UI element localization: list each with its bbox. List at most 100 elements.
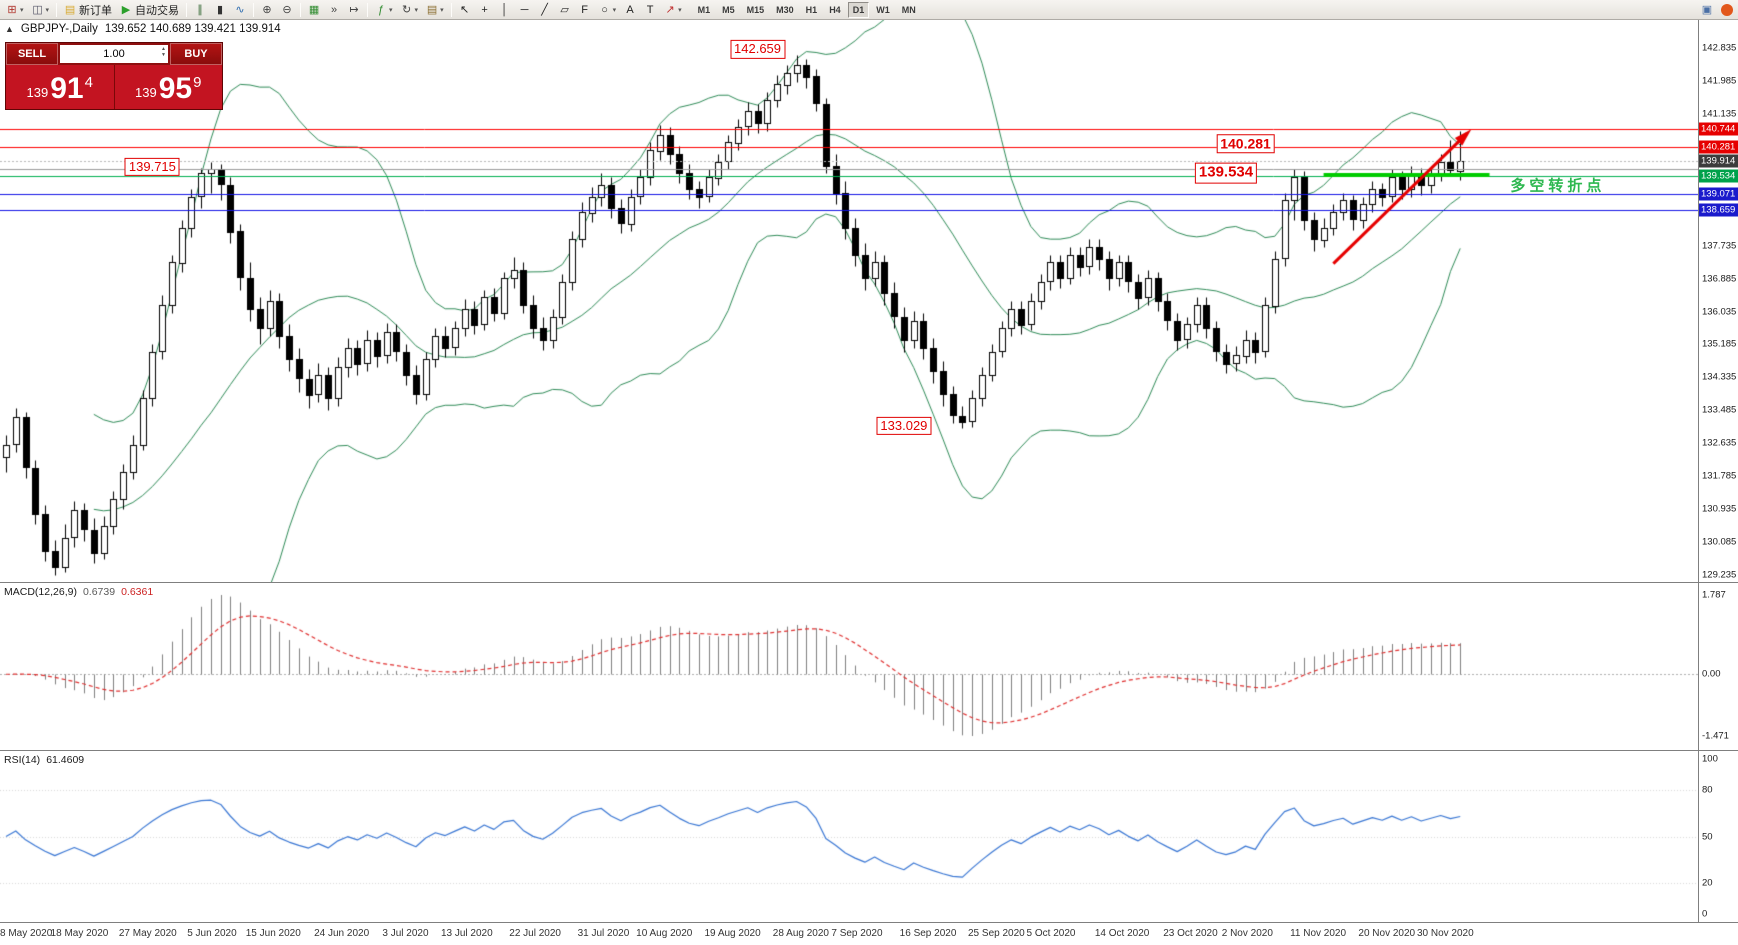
volume-value: 1.00 (103, 48, 125, 60)
sell-button[interactable]: SELL (6, 43, 58, 65)
timeframe-m1-button[interactable]: M1 (693, 2, 716, 18)
date-label: 30 Nov 2020 (1416, 928, 1474, 939)
price-divider (113, 65, 115, 109)
macd-canvas[interactable] (0, 583, 1698, 750)
rsi-axis-tick: 80 (1702, 784, 1713, 796)
notification-badge-icon[interactable] (1721, 3, 1733, 16)
sell-pipette: 4 (84, 74, 93, 91)
buy-button[interactable]: BUY (170, 43, 222, 65)
rsi-axis-tick: 100 (1702, 753, 1718, 765)
trendline-icon: ╱ (541, 3, 548, 16)
date-label: 5 Jun 2020 (187, 928, 237, 939)
high-price-label[interactable]: 142.659 (730, 40, 786, 59)
time-axis[interactable]: 8 May 2020 18 May 2020 27 May 2020 5 Jun 20… (0, 923, 1738, 945)
macd-axis-min: -1.471 (1702, 730, 1729, 742)
date-label: 14 Oct 2020 (1094, 928, 1150, 939)
candlestick-chart-button[interactable]: ▮ (211, 1, 229, 19)
horizontal-line-button[interactable]: ─ (516, 1, 534, 19)
toolbar-separator (56, 2, 58, 17)
panel-separator[interactable] (0, 750, 1738, 751)
timeframe-m5-button[interactable]: M5 (717, 2, 740, 18)
templates-button[interactable]: ▤ ▾ (423, 1, 447, 19)
timeframe-m30-button[interactable]: M30 (771, 2, 799, 18)
date-label: 13 Jul 2020 (440, 928, 493, 939)
channel-button[interactable]: ▱ (556, 1, 574, 19)
arrows-button[interactable]: ↗ ▾ (661, 1, 685, 19)
chart-shift-button[interactable]: ↦ (345, 1, 363, 19)
panel-separator[interactable] (0, 922, 1738, 923)
low-price-label[interactable]: 133.029 (876, 416, 932, 436)
crosshair-button[interactable]: + (476, 1, 494, 19)
crosshair-icon: + (481, 3, 488, 16)
tile-windows-button[interactable]: ▦ (305, 1, 323, 19)
rsi-axis[interactable]: 100 80 50 20 0 (1698, 751, 1738, 922)
dropdown-caret-icon: ▾ (20, 6, 24, 14)
volume-stepper[interactable]: ▲ ▼ (161, 46, 166, 58)
profiles-button[interactable]: ◫ ▾ (29, 1, 53, 19)
docking-icon: ▣ (1701, 3, 1713, 16)
timeframe-mn-button[interactable]: MN (897, 2, 921, 18)
date-label: 18 May 2020 (50, 928, 109, 939)
toolbar-right-group: ▣ (1697, 1, 1736, 19)
auto-scroll-button[interactable]: » (325, 1, 343, 19)
docking-button[interactable]: ▣ (1698, 1, 1716, 19)
macd-label: MACD(12,26,9) 0.6739 0.6361 (4, 586, 153, 598)
resistance-price-label[interactable]: 140.281 (1216, 134, 1275, 154)
macd-axis[interactable]: 1.787 0.00 -1.471 (1698, 583, 1738, 750)
rsi-axis-tick: 0 (1702, 908, 1708, 920)
support-price-label[interactable]: 139.534 (1194, 162, 1258, 184)
price-tick: 142.835 (1702, 42, 1737, 54)
text-button[interactable]: A (621, 1, 639, 19)
sell-big-figure: 139 (26, 85, 49, 100)
date-label: 20 Nov 2020 (1358, 928, 1416, 939)
indicators-button[interactable]: ƒ ▾ (372, 1, 396, 19)
line-chart-icon: ∿ (235, 3, 245, 16)
timeframe-h4-button[interactable]: H4 (824, 2, 846, 18)
bar-chart-icon: ∥ (197, 3, 203, 16)
vertical-line-button[interactable]: │ (496, 1, 514, 19)
macd-axis-zero: 0.00 (1702, 668, 1721, 680)
fibonacci-button[interactable]: F (576, 1, 594, 19)
date-label: 16 Sep 2020 (899, 928, 957, 939)
price-tag: 139.914 (1699, 154, 1738, 168)
rsi-canvas[interactable] (0, 751, 1698, 922)
zoom-in-button[interactable]: ⊕ (258, 1, 276, 19)
price-tag: 139.071 (1699, 187, 1738, 201)
price-tick: 129.235 (1702, 569, 1737, 581)
price-tick: 130.935 (1702, 503, 1737, 515)
june-high-price-label[interactable]: 139.715 (124, 158, 180, 177)
timeframe-m15-button[interactable]: M15 (742, 2, 770, 18)
autotrading-button[interactable]: ▶ 自动交易 (117, 1, 182, 19)
stepper-up-icon[interactable]: ▲ (161, 46, 166, 52)
trade-panel-collapse-icon[interactable]: ▲ (5, 24, 14, 34)
volume-input[interactable]: 1.00 ▲ ▼ (60, 45, 168, 63)
timeframe-d1-button[interactable]: D1 (847, 1, 870, 18)
zoom-out-button[interactable]: ⊖ (278, 1, 296, 19)
trendline-button[interactable]: ╱ (536, 1, 554, 19)
auto-scroll-icon: » (330, 3, 338, 16)
buy-big-figure: 139 (135, 85, 157, 100)
new-chart-button[interactable]: ⊞ ▾ (3, 1, 27, 19)
autotrading-play-icon: ▶ (121, 3, 131, 16)
line-chart-button[interactable]: ∿ (231, 1, 249, 19)
timeframe-w1-button[interactable]: W1 (871, 2, 895, 18)
timeframe-h1-button[interactable]: H1 (801, 2, 823, 18)
price-tick: 136.885 (1702, 273, 1737, 285)
buy-price[interactable]: 139 95 9 (115, 65, 223, 109)
price-tick: 135.185 (1702, 338, 1737, 350)
bar-chart-button[interactable]: ∥ (191, 1, 209, 19)
turning-point-label[interactable]: 多空转折点 (1510, 177, 1606, 195)
new-order-button[interactable]: ▤ 新订单 (61, 1, 115, 19)
templates-icon: ▤ (426, 3, 438, 16)
periods-button[interactable]: ↻ ▾ (398, 1, 422, 19)
panel-separator[interactable] (0, 582, 1738, 583)
sell-price[interactable]: 139 91 4 (6, 65, 114, 109)
shapes-button[interactable]: ○ ▾ (596, 1, 620, 19)
price-chart-canvas[interactable] (0, 20, 1698, 582)
text-label-button[interactable]: T (641, 1, 659, 19)
date-label: 3 Jul 2020 (382, 928, 429, 939)
stepper-down-icon[interactable]: ▼ (161, 52, 166, 58)
chart-symbol-label: GBPJPY-,Daily (20, 23, 98, 35)
price-axis[interactable]: 142.835 141.985 141.135 137.735 136.885 136.0… (1698, 20, 1738, 582)
cursor-button[interactable]: ↖ (456, 1, 474, 19)
